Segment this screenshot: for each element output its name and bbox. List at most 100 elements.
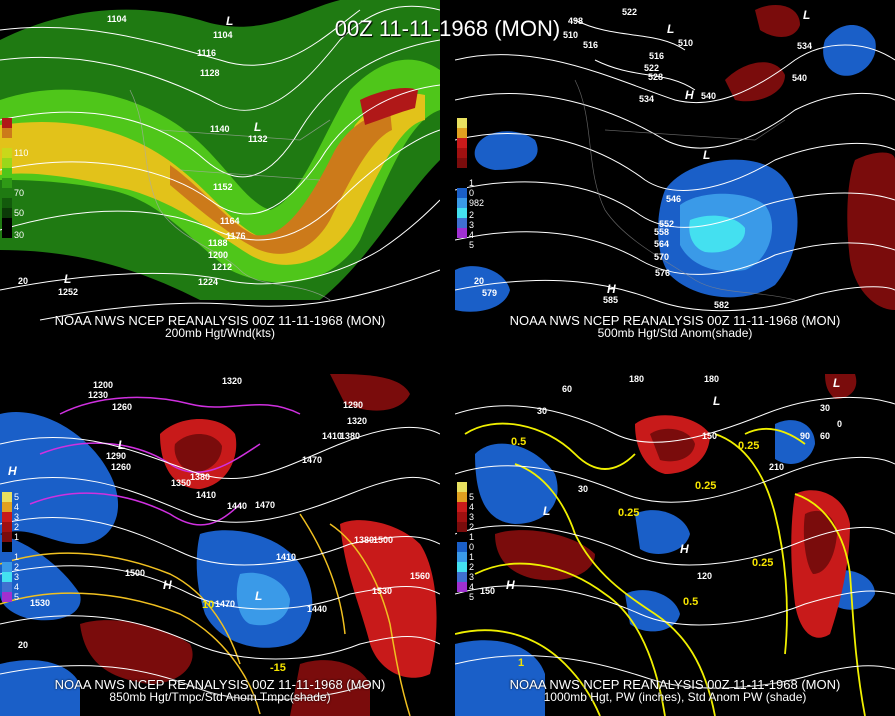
contour-label: 564 [654, 239, 670, 249]
legend-label: 4 [14, 502, 20, 512]
contour-label: 1176 [226, 231, 246, 241]
contour-label: 528 [648, 72, 664, 82]
panel-850mb: 5 4 3 2 1 1 2 3 4 5 1200 1230 1260 1290 … [0, 374, 440, 716]
contour-label: 1500 [373, 535, 394, 545]
legend-label: 5 [14, 492, 20, 502]
low-marker: L [713, 394, 721, 408]
pw-label: 1 [518, 657, 525, 669]
legend-850mb: 5 4 3 2 1 1 2 3 4 5 [2, 492, 19, 602]
contour-label: 60 [562, 384, 573, 394]
low-marker: L [543, 504, 551, 518]
anom-neg-sw [455, 266, 510, 312]
anom-neg-center [635, 510, 690, 554]
contour-label: 1320 [222, 376, 243, 386]
contour-label: 516 [649, 51, 665, 61]
contour-label: 546 [666, 194, 682, 204]
main-title: 00Z 11-11-1968 (MON) [334, 16, 561, 41]
caption-line2: 1000mb Hgt, PW (inches), Std Anom PW (sh… [543, 690, 807, 704]
contour-label: 510 [563, 30, 579, 40]
contour-label: 498 [568, 16, 584, 26]
legend-label: 3 [14, 512, 20, 522]
panel-1000mb: 5 4 3 2 1 0 1 2 3 4 5 30 60 30 180 180 1… [455, 374, 895, 716]
panel-500mb: 1 0 982 2 3 4 5 522 498 510 516 510 516 … [455, 0, 895, 340]
legend-label: 1 [14, 552, 20, 562]
high-marker: H [8, 464, 17, 478]
contour-label: 540 [701, 91, 717, 101]
anom-neg-west [475, 443, 558, 524]
contour-label: 60 [820, 431, 831, 441]
contour-label: 516 [583, 40, 599, 50]
contour-label: 1350 [171, 478, 192, 488]
contour-label: 534 [797, 41, 813, 51]
legend-label: 5 [469, 240, 475, 250]
legend-label: 5 [469, 492, 475, 502]
contour-label: 20 [18, 276, 29, 286]
legend-label: 5 [469, 592, 475, 602]
contour-label: 1212 [212, 262, 233, 272]
contour-label: 510 [678, 38, 694, 48]
map-500mb [455, 0, 895, 340]
contour-label: 1380 [354, 535, 375, 545]
high-marker: H [607, 282, 616, 296]
contour-label: 1440 [227, 501, 248, 511]
anom-pos-ne [825, 374, 857, 399]
caption-line2: 200mb Hgt/Wnd(kts) [164, 326, 276, 340]
legend-1000mb: 5 4 3 2 1 0 1 2 3 4 5 [457, 482, 474, 602]
legend-label: 4 [14, 582, 20, 592]
contour-label: 180 [629, 374, 645, 384]
legend-label: 70 [14, 188, 25, 198]
contour-label: 1260 [111, 462, 132, 472]
anom-pos-northcore [650, 428, 695, 462]
legend-label: 110 [14, 148, 29, 158]
low-marker: L [667, 22, 675, 36]
contour-label: 1380 [190, 472, 211, 482]
caption-850mb: NOAA NWS NCEP REANALYSIS 00Z 11-11-1968 … [0, 678, 440, 704]
low-marker: L [226, 14, 234, 28]
contour-label: 540 [792, 73, 808, 83]
low-marker: L [118, 438, 126, 452]
anom-pos-southeast [290, 660, 370, 716]
anom-neg-ne [823, 25, 876, 76]
legend-label: 2 [469, 522, 475, 532]
legend-label: 3 [14, 572, 20, 582]
legend-label: 0 [469, 542, 475, 552]
high-marker: H [506, 578, 515, 592]
contour-label: 1290 [106, 451, 127, 461]
contour-label: 1320 [347, 416, 368, 426]
contour-label: 582 [714, 300, 730, 310]
contour-label: 1500 [125, 568, 146, 578]
contour-label: 1128 [200, 68, 220, 78]
contour-label: 1230 [88, 390, 109, 400]
contour-label: 0 [837, 419, 843, 429]
anom-neg-core [236, 572, 290, 626]
contour-label: 576 [655, 268, 671, 278]
legend-label: 3 [469, 220, 475, 230]
legend-label: 4 [469, 230, 475, 240]
contour-label: 1530 [30, 598, 51, 608]
wind-band-jet [170, 110, 392, 254]
anom-neg-south [625, 590, 680, 632]
anom-neg-bottom [0, 660, 80, 716]
anom-pos-northeast [330, 374, 410, 411]
contour-label: 1410 [276, 552, 297, 562]
contour-label: 570 [654, 252, 670, 262]
map-850mb [0, 374, 440, 716]
contour-label: 30 [820, 403, 831, 413]
contour-label: 1132 [248, 134, 268, 144]
contour-label: 1188 [208, 238, 228, 248]
caption-line1: NOAA NWS NCEP REANALYSIS 00Z 11-11-1968 … [509, 677, 841, 692]
contour-label: 1252 [58, 287, 79, 297]
legend-label: 1 [469, 532, 475, 542]
temp-label: 10 [202, 599, 215, 611]
contour-label: 150 [480, 586, 496, 596]
legend-500mb: 1 0 982 2 3 4 5 [457, 118, 484, 250]
pw-label: 0.5 [511, 436, 527, 448]
legend-label: 2 [469, 562, 475, 572]
contour-label: 1530 [372, 586, 393, 596]
contour-label: 150 [702, 431, 718, 441]
contour-label: 1104 [213, 30, 233, 40]
pw-label: 0.25 [752, 557, 774, 569]
legend-label: 5 [14, 592, 20, 602]
low-marker: L [703, 148, 711, 162]
legend-label: 2 [14, 562, 20, 572]
